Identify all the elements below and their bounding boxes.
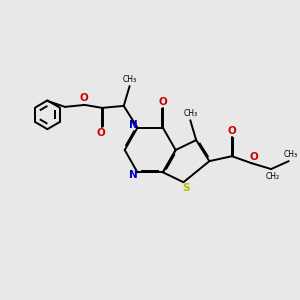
Text: CH₃: CH₃ (183, 109, 197, 118)
Text: O: O (227, 126, 236, 136)
Text: S: S (183, 183, 190, 193)
Text: O: O (79, 93, 88, 103)
Text: O: O (158, 97, 167, 107)
Text: N: N (129, 120, 138, 130)
Text: N: N (129, 170, 138, 180)
Text: CH₃: CH₃ (284, 150, 298, 159)
Text: CH₂: CH₂ (266, 172, 280, 181)
Text: CH₃: CH₃ (123, 75, 137, 84)
Text: O: O (97, 128, 106, 138)
Text: O: O (249, 152, 258, 162)
